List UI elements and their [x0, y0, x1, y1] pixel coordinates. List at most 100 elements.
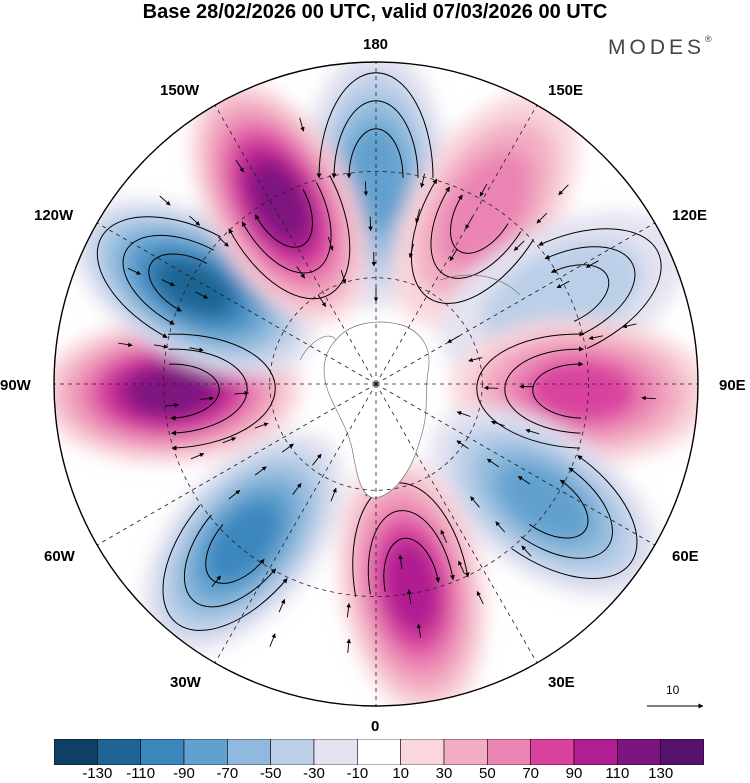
colorbar-swatch — [530, 739, 575, 765]
colorbar — [54, 739, 704, 765]
wind-vector — [211, 575, 222, 587]
colorbar-swatch — [443, 739, 488, 765]
wind-vector — [470, 496, 480, 508]
wind-vector — [292, 483, 302, 495]
wind-vector — [585, 260, 599, 268]
streamline-arrow — [183, 514, 277, 608]
streamline-arrow — [532, 361, 584, 419]
streamline-arrow — [316, 72, 434, 179]
lon-label-120e: 120E — [672, 207, 708, 224]
wind-vector — [513, 240, 525, 251]
wind-vector — [222, 437, 237, 444]
wind-vector — [189, 215, 201, 226]
streamline-arrow — [168, 348, 248, 436]
streamline-arrow — [529, 479, 589, 539]
lon-label-180: 180 — [363, 36, 389, 53]
streamline-arrow — [228, 175, 351, 300]
meridian-line — [375, 383, 656, 546]
streamline-arrow — [346, 128, 404, 179]
wind-vector — [159, 195, 171, 206]
wind-vector — [456, 440, 469, 450]
wind-vector — [340, 269, 347, 284]
wind-vector — [330, 487, 337, 502]
anomaly-field — [54, 62, 698, 706]
colorbar-swatch — [183, 739, 228, 765]
wind-vector — [195, 291, 209, 299]
wind-vector — [479, 183, 488, 197]
streamline-arrow — [511, 455, 638, 579]
map-boundary — [53, 61, 699, 707]
wind-vector — [118, 342, 133, 347]
brand-logo-mark: ® — [705, 34, 712, 44]
colorbar-tick: 110 — [605, 765, 630, 782]
wind-vector — [234, 390, 250, 396]
wind-vector — [521, 545, 532, 557]
wind-vector — [456, 411, 471, 417]
streamline-arrow — [254, 189, 313, 248]
graticule — [54, 62, 698, 706]
lon-label-30w: 30W — [170, 674, 201, 691]
colorbar-swatch — [357, 739, 401, 765]
wind-vector — [641, 395, 656, 401]
chart-title: Base 28/02/2026 00 UTC, valid 07/03/2026… — [142, 1, 608, 23]
wind-vector — [296, 266, 305, 279]
brand-logo-text: MODES — [608, 36, 706, 59]
wind-vector — [558, 184, 569, 196]
streamline-arrow — [241, 182, 332, 274]
lon-label-120w: 120W — [34, 207, 74, 224]
streamline-arrow — [450, 194, 509, 254]
wind-vector — [588, 335, 603, 341]
wind-vector — [486, 458, 500, 468]
wind-vector — [536, 212, 548, 224]
streamline-arrow — [205, 524, 265, 584]
wind-vector — [281, 443, 294, 453]
streamline-arrow — [148, 253, 207, 312]
anomaly-southwest-negative — [142, 430, 345, 654]
wind-vector — [406, 589, 412, 604]
wind-vector — [278, 598, 286, 613]
wind-vector — [153, 344, 169, 349]
wind-vector — [235, 159, 244, 173]
colorbar-tick: 130 — [648, 765, 674, 782]
anomaly-southeast-negative — [429, 406, 661, 599]
colorbar-tick: -110 — [126, 765, 156, 782]
wind-vector — [346, 602, 351, 618]
wind-vector — [346, 638, 352, 654]
wind-vector — [161, 279, 175, 287]
colorbar-tick: -130 — [82, 765, 113, 782]
wind-vector — [440, 529, 448, 544]
meridian-line — [214, 383, 377, 664]
colorbar-swatch — [97, 739, 141, 765]
streamline-arrow — [504, 346, 584, 434]
streamline-arrow — [544, 246, 636, 336]
wind-vector — [420, 173, 425, 188]
colorbar-tick: -10 — [346, 765, 369, 782]
vector-scale-label: 10 — [666, 683, 680, 697]
wind-vector — [254, 466, 267, 476]
lon-label-90w: 90W — [0, 377, 31, 394]
meridian-line — [96, 222, 377, 385]
wind-vector — [269, 633, 276, 647]
colorbar-swatch — [487, 739, 531, 765]
streamline-arrow — [550, 264, 610, 322]
wind-vector — [622, 323, 637, 329]
colorbar-tick: 70 — [522, 765, 539, 782]
wind-vector — [556, 280, 570, 289]
meridian-line — [375, 104, 538, 385]
wind-vectors — [96, 72, 662, 654]
meridian-line — [375, 222, 656, 385]
streamline-arrow — [367, 510, 455, 595]
polar-land-mass — [299, 274, 521, 499]
colorbar-tick: -50 — [259, 765, 282, 782]
lon-label-30e: 30E — [548, 674, 575, 691]
wind-vector — [363, 181, 369, 196]
streamline-arrow — [383, 537, 441, 592]
colorbar-tick: 10 — [392, 765, 409, 782]
streamline-arrow — [520, 467, 613, 559]
colorbar-tick: -90 — [173, 765, 195, 782]
lon-label-60e: 60E — [672, 548, 699, 565]
colorbar-tick: 50 — [478, 765, 496, 782]
wind-vector — [228, 490, 241, 500]
colorbar-swatch — [54, 739, 98, 765]
